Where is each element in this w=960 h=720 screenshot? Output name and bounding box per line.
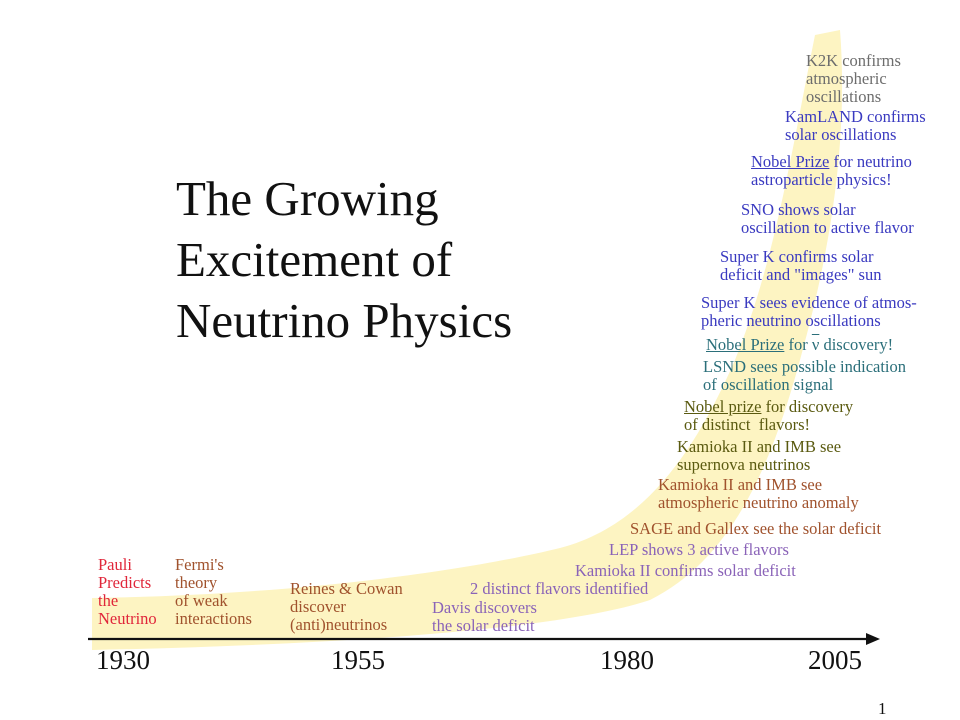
event-sage-gallex: SAGE and Gallex see the solar deficit	[630, 519, 882, 538]
year-1930: 1930	[96, 645, 150, 675]
nobel-prize-neutrino-link[interactable]: Nobel Prize	[706, 335, 785, 354]
nobel-prize-flavors-link[interactable]: Nobel prize	[684, 397, 762, 416]
event-lep: LEP shows 3 active flavors	[609, 540, 789, 559]
growth-band	[92, 30, 843, 650]
event-superk-atmospheric: Super K sees evidence of atmos- pheric n…	[701, 293, 917, 330]
slide-title: The Growing Excitement of Neutrino Physi…	[176, 168, 512, 351]
page-number: 1	[878, 699, 887, 718]
event-two-flavors: 2 distinct flavors identified	[470, 579, 649, 598]
year-1955: 1955	[331, 645, 385, 675]
event-kamioka-atmospheric: Kamioka II and IMB see atmospheric neutr…	[658, 475, 859, 512]
event-nobel-flavors: Nobel prize for discovery of distinct fl…	[684, 397, 854, 434]
timeline-arrowhead	[866, 633, 880, 645]
event-nobel-neutrino: Nobel Prize for ν discovery!	[706, 335, 894, 354]
event-kamioka-solar: Kamioka II confirms solar deficit	[575, 561, 796, 580]
year-1980: 1980	[600, 645, 654, 675]
event-sno: SNO shows solar oscillation to active fl…	[741, 200, 914, 237]
event-superk-solar: Super K confirms solar deficit and "imag…	[720, 247, 882, 284]
event-nobel-astroparticle: Nobel Prize for neutrino astroparticle p…	[751, 152, 912, 189]
event-reines-cowan: Reines & Cowan discover (anti)neutrinos	[290, 579, 403, 634]
event-davis: Davis discovers the solar deficit	[432, 598, 537, 635]
event-lsnd: LSND sees possible indication of oscilla…	[703, 357, 907, 394]
event-kamland: KamLAND confirms solar oscillations	[785, 107, 926, 144]
title-line-2: Excitement of	[176, 232, 453, 287]
event-k2k: K2K confirms atmospheric oscillations	[806, 51, 901, 106]
nobel-prize-astro-link[interactable]: Nobel Prize	[751, 152, 830, 171]
title-line-3: Neutrino Physics	[176, 293, 513, 348]
year-2005: 2005	[808, 645, 862, 675]
title-line-1: The Growing	[176, 171, 439, 226]
event-fermi: Fermi's theory of weak interactions	[175, 555, 252, 628]
event-kamioka-supernova: Kamioka II and IMB see supernova neutrin…	[677, 437, 842, 474]
antineutrino-symbol: ν	[811, 335, 820, 354]
event-pauli: Pauli Predicts the Neutrino	[98, 555, 157, 628]
